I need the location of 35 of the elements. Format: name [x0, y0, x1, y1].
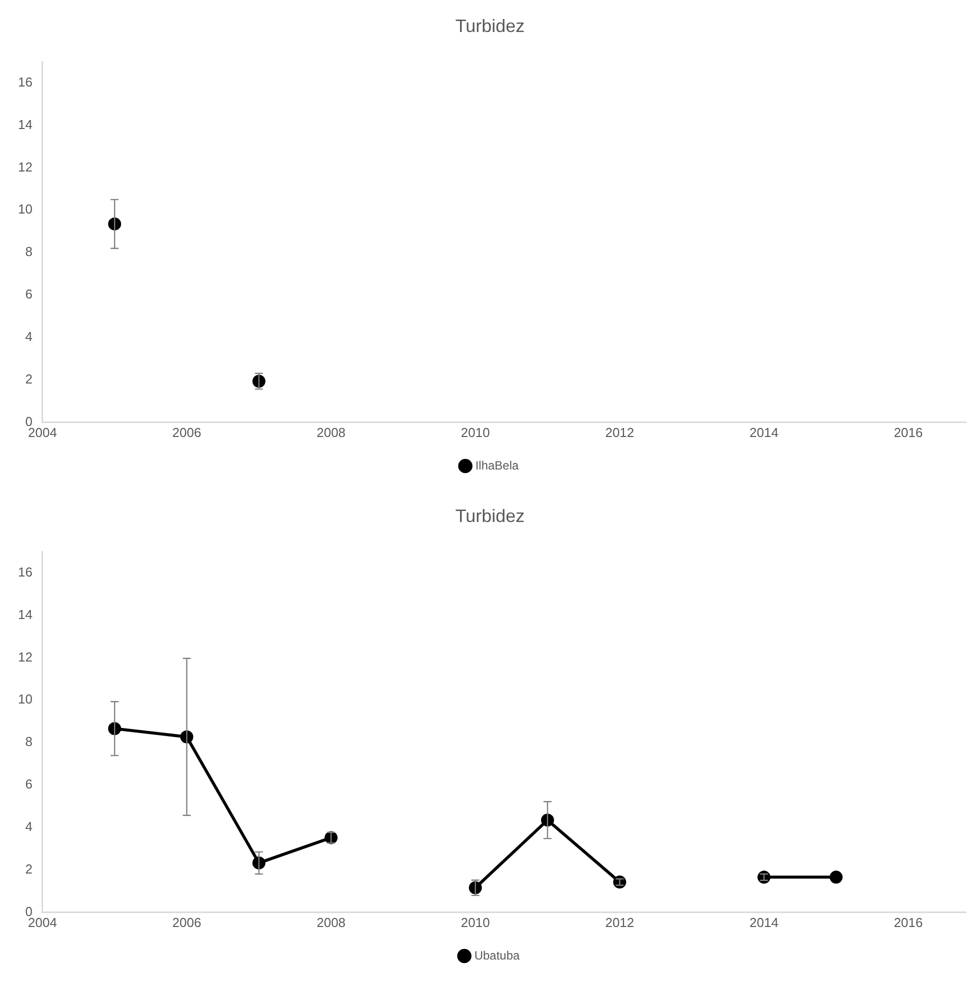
x-tick-label: 2006 — [172, 424, 202, 440]
point — [613, 876, 626, 889]
chart-title: Turbidez — [455, 506, 525, 526]
y-tick-label: 8 — [25, 734, 32, 750]
point — [830, 870, 843, 884]
y-tick-label: 12 — [18, 649, 32, 664]
y-tick-label: 16 — [18, 74, 32, 90]
x-tick-label: 2012 — [605, 914, 634, 930]
y-tick-label: 12 — [18, 159, 32, 174]
x-tick-label: 2016 — [894, 424, 923, 440]
y-tick-label: 10 — [18, 202, 32, 217]
legend-label: IlhaBela — [475, 458, 520, 472]
x-tick-label: 2014 — [750, 914, 778, 930]
y-tick-label: 2 — [25, 372, 32, 387]
x-tick-label: 2014 — [750, 424, 778, 440]
y-tick-label: 14 — [18, 116, 32, 132]
x-tick-label: 2008 — [316, 914, 346, 930]
y-tick-label: 6 — [25, 776, 32, 792]
y-tick-label: 8 — [25, 244, 32, 260]
x-tick-label: 2012 — [605, 424, 634, 440]
y-tick-label: 4 — [25, 819, 32, 834]
y-tick-label: 10 — [18, 692, 32, 707]
y-tick-label: 14 — [18, 606, 32, 622]
x-tick-label: 2006 — [172, 914, 202, 930]
y-tick-label: 16 — [18, 564, 32, 580]
point — [757, 870, 770, 884]
chart-title: Turbidez — [455, 16, 525, 36]
y-tick-label: 6 — [25, 286, 32, 302]
x-tick-label: 2010 — [460, 914, 490, 930]
x-tick-label: 2016 — [894, 914, 923, 930]
y-tick-label: 4 — [25, 329, 32, 344]
x-tick-label: 2010 — [460, 424, 490, 440]
y-tick-label: 2 — [25, 862, 32, 877]
x-tick-label: 2008 — [316, 424, 346, 440]
legend-label: Ubatuba — [474, 948, 520, 962]
